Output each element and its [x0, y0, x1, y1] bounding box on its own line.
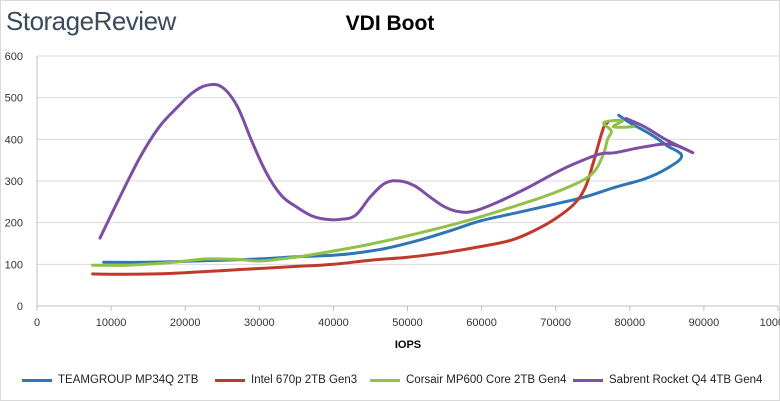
legend: TEAMGROUP MP34Q 2TB Intel 670p 2TB Gen3 Co… [0, 374, 780, 394]
x-tick-label: 60000 [466, 317, 497, 329]
legend-label: Corsair MP600 Core 2TB Gen4 [406, 374, 567, 386]
x-tick-label: 40000 [318, 317, 349, 329]
y-tick-label: 400 [5, 134, 23, 146]
legend-item: Intel 670p 2TB Gen3 [215, 374, 357, 386]
legend-label: TEAMGROUP MP34Q 2TB [58, 374, 199, 386]
grid-lines [37, 55, 778, 265]
series-lines [91, 82, 695, 276]
x-tick-label: 20000 [170, 317, 201, 329]
y-tick-labels: 0 100 200 300 400 500 600 [5, 51, 23, 313]
x-tick-label: 80000 [615, 317, 646, 329]
x-axis-label: IOPS [395, 339, 421, 351]
chart-title-text: VDI Boot [345, 12, 435, 35]
series-line-4 [98, 82, 695, 240]
x-tick-label: 10000 [96, 317, 127, 329]
legend-swatch [573, 378, 603, 382]
legend-item: TEAMGROUP MP34Q 2TB [22, 374, 198, 386]
y-tick-label: 300 [5, 176, 23, 188]
series-line-2 [91, 121, 610, 276]
x-tick-label: 30000 [244, 317, 275, 329]
axes [36, 56, 779, 311]
x-tick-label: 0 [34, 317, 40, 329]
legend-label: Intel 670p 2TB Gen3 [251, 374, 358, 386]
brand-logo: StorageReview [6, 6, 176, 36]
legend-item: Sabrent Rocket Q4 4TB Gen4 [573, 374, 762, 386]
legend-swatch [370, 378, 400, 382]
x-tick-label: 50000 [392, 317, 423, 329]
x-tick-label: 70000 [540, 317, 571, 329]
y-tick-label: 100 [5, 259, 23, 271]
chart-title: VDI Boot [0, 12, 780, 36]
y-tick-label: 600 [5, 51, 23, 63]
x-tick-labels: 0 10000 20000 30000 40000 50000 60000 70000 8000… [34, 317, 780, 329]
legend-swatch [22, 378, 52, 382]
x-tick-label: 100000 [760, 317, 780, 329]
y-tick-label: 0 [17, 301, 23, 313]
y-tick-label: 200 [5, 218, 23, 230]
legend-label: Sabrent Rocket Q4 4TB Gen4 [609, 374, 763, 386]
legend-swatch [215, 378, 245, 382]
legend-item: Corsair MP600 Core 2TB Gen4 [370, 374, 566, 386]
x-tick-label: 90000 [689, 317, 720, 329]
y-tick-label: 500 [5, 93, 23, 105]
series-line-3 [91, 118, 635, 267]
